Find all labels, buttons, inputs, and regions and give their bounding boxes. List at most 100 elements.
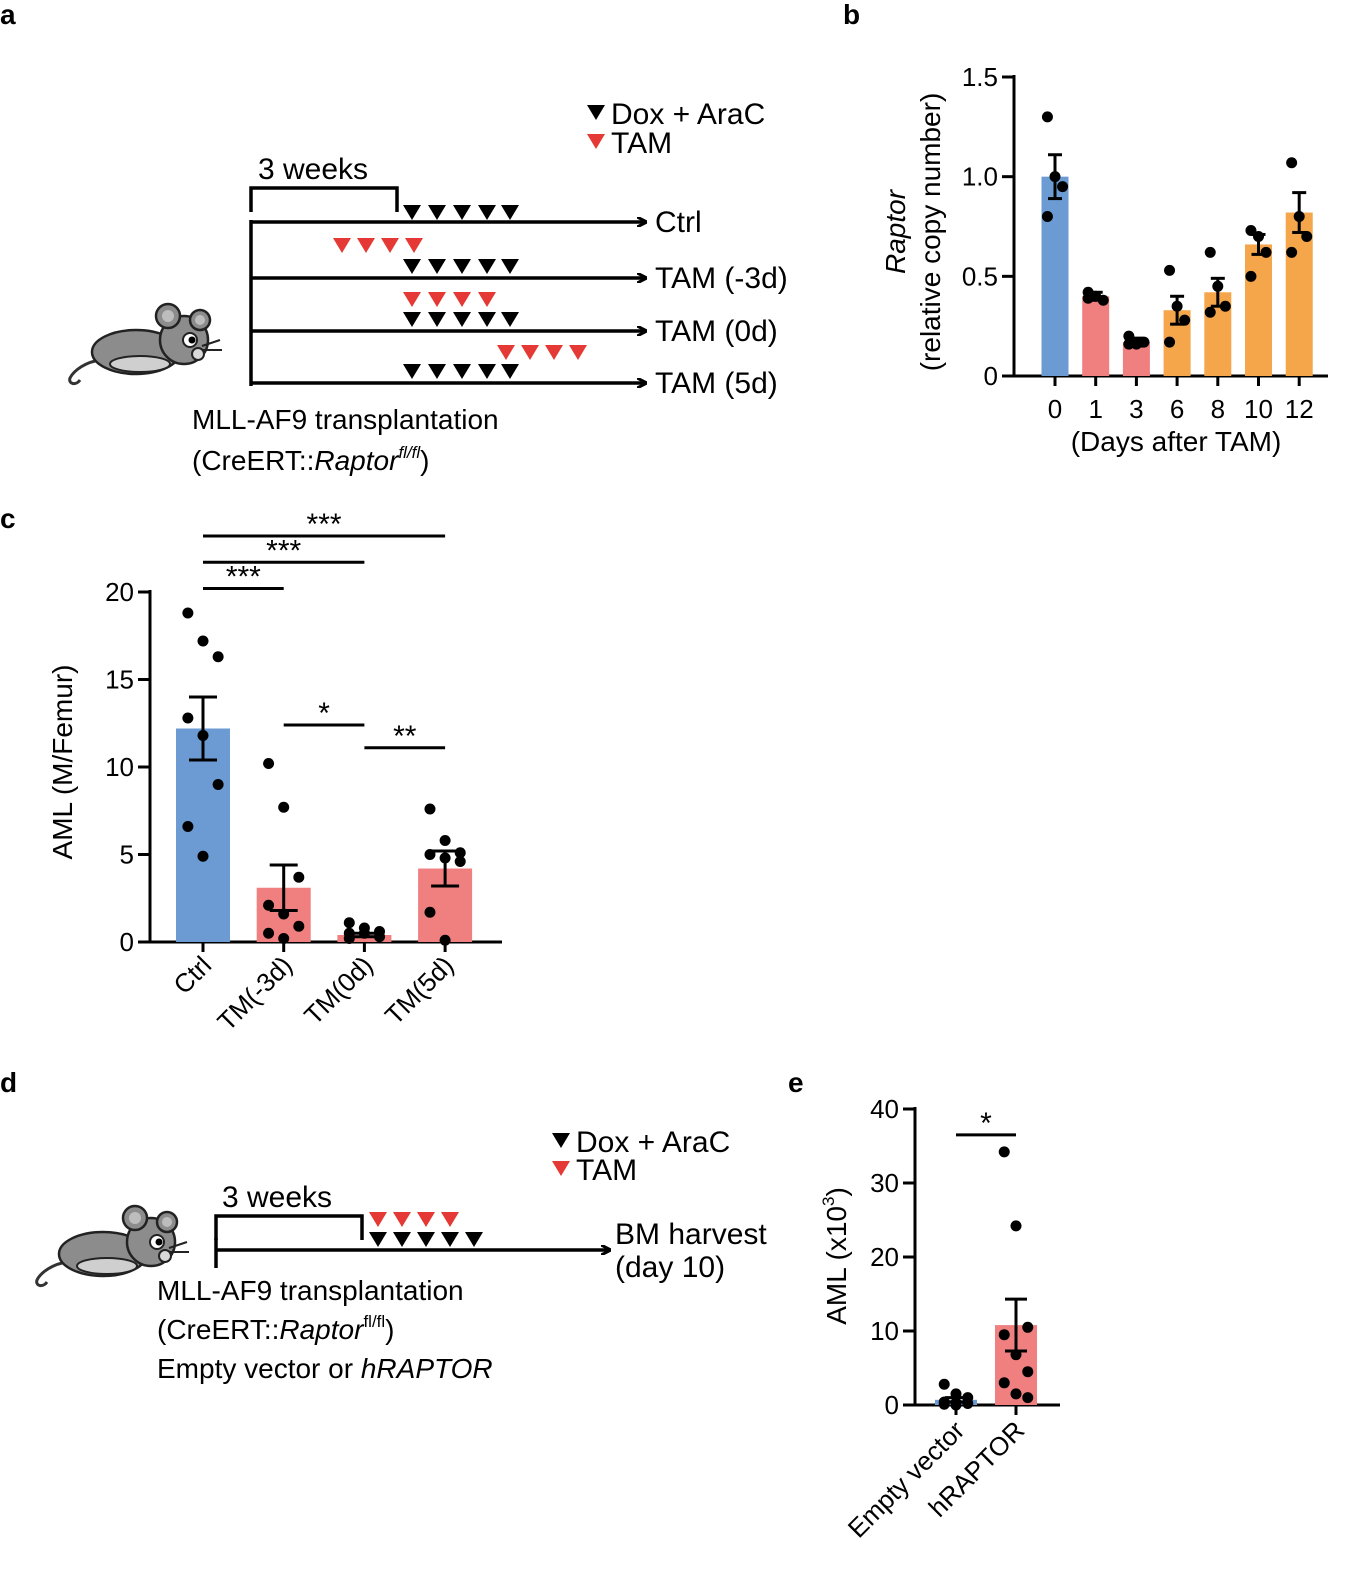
row1-dox-triangles (403, 205, 519, 220)
y-tick-label: 10 (870, 1316, 899, 1346)
data-point (1260, 246, 1272, 258)
significance-stars: * (980, 1107, 992, 1140)
x-tick-label: 10 (1244, 394, 1273, 424)
caption-line1: MLL-AF9 transplantation (157, 1275, 464, 1306)
row3-dox-triangles (403, 312, 519, 327)
data-point (950, 1399, 962, 1411)
y-tick-label: 1.5 (962, 62, 998, 92)
data-point (962, 1398, 974, 1410)
data-point (1123, 330, 1135, 342)
data-point (1245, 270, 1257, 282)
x-tick-label: 8 (1211, 394, 1225, 424)
data-point (278, 801, 290, 813)
data-point (1179, 314, 1191, 326)
mouse-icon (35, 1204, 191, 1288)
x-tick-label: TM(5d) (379, 950, 459, 1030)
row3-tam-triangles (403, 292, 496, 307)
bar (1041, 176, 1069, 376)
legend-dox-label: Dox + AraC (611, 98, 765, 131)
data-point (1171, 300, 1183, 312)
x-tick-label: TM(-3d) (211, 950, 298, 1037)
data-point (439, 934, 451, 946)
endpoint-label-line2: (day 10) (615, 1251, 725, 1284)
significance-stars: * (318, 697, 330, 730)
data-point (1204, 246, 1216, 258)
y-tick-label: 5 (120, 840, 134, 870)
data-point (358, 927, 370, 939)
y-tick-label: 40 (870, 1094, 899, 1124)
bracket-label: 3 weeks (222, 1181, 332, 1214)
data-point (424, 906, 436, 918)
data-point (454, 847, 466, 859)
row-label-ctrl: Ctrl (655, 206, 702, 239)
y-tick-label: 30 (870, 1168, 899, 1198)
y-tick-label: 20 (105, 577, 134, 607)
panel-label-e: e (788, 1067, 804, 1098)
data-point (1164, 336, 1176, 348)
significance-stars: *** (307, 508, 342, 541)
data-point (1049, 171, 1061, 183)
legend-tam-label: TAM (576, 1154, 637, 1187)
mouse-icon (68, 302, 224, 386)
x-tick-label: 12 (1285, 394, 1314, 424)
panel-label-a: a (0, 0, 16, 30)
data-point (1057, 181, 1069, 193)
data-point (1022, 1321, 1034, 1333)
significance-stars: ** (393, 720, 417, 753)
data-point (343, 917, 355, 929)
x-tick-label: 6 (1170, 394, 1184, 424)
data-point (439, 835, 451, 846)
data-point (1041, 111, 1053, 123)
schematic-d: Dox + AraC TAM 3 weeks BM harvest (day 1… (35, 1126, 767, 1384)
y-tick-label: 10 (105, 752, 134, 782)
three-week-bracket (214, 1214, 364, 1240)
data-point (1286, 157, 1298, 169)
data-point (454, 856, 466, 867)
data-point (182, 712, 194, 724)
data-point (293, 871, 305, 883)
caption-line3: Empty vector or hRAPTOR (157, 1353, 493, 1384)
data-point (998, 1146, 1010, 1158)
red-triangle-icon (552, 1161, 570, 1176)
y-tick-label: 0 (984, 361, 998, 391)
schematic-a: Dox + AraC TAM 3 weeks Ctrl TAM (-3d) TA… (68, 98, 788, 476)
y-tick-label: 20 (870, 1242, 899, 1272)
data-point (1041, 211, 1053, 223)
data-point (182, 821, 194, 832)
data-point (439, 852, 451, 864)
data-point (1245, 224, 1257, 236)
significance-stars: *** (266, 534, 301, 567)
bar (176, 728, 230, 942)
chart-b: Raptor (relative copy number) (Days afte… (880, 62, 1328, 457)
data-point (424, 803, 436, 815)
data-point (1219, 300, 1231, 312)
data-point (374, 931, 386, 943)
y-tick-label: 0 (120, 927, 134, 957)
chart-c-ylabel: AML (M/Femur) (47, 665, 78, 860)
data-point (938, 1378, 950, 1390)
data-point (1123, 338, 1135, 350)
x-tick-label: Ctrl (167, 950, 217, 1000)
endpoint-label-line1: BM harvest (615, 1218, 767, 1251)
tam-triangles (369, 1212, 459, 1227)
data-point (197, 730, 209, 741)
data-point (1204, 306, 1216, 318)
data-point (1010, 1388, 1022, 1400)
panel-label-c: c (0, 503, 16, 534)
black-triangle-icon (552, 1133, 570, 1148)
data-point (1010, 1349, 1022, 1361)
data-point (998, 1377, 1010, 1389)
data-point (212, 779, 224, 790)
row-label-tam-5d: TAM (5d) (655, 367, 778, 400)
x-tick-label: 3 (1129, 394, 1143, 424)
data-point (1010, 1220, 1022, 1232)
data-point (278, 933, 290, 944)
dox-triangles (369, 1232, 483, 1247)
row2-dox-triangles (403, 259, 519, 274)
caption-line1: MLL-AF9 transplantation (192, 404, 499, 435)
chart-b-ylabel: (relative copy number) (915, 93, 946, 372)
chart-b-xlabel: (Days after TAM) (1071, 426, 1282, 457)
data-point (263, 899, 275, 911)
significance-stars: *** (226, 561, 261, 594)
